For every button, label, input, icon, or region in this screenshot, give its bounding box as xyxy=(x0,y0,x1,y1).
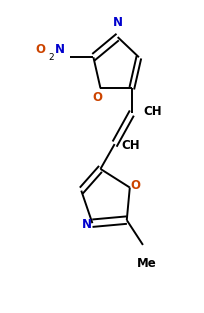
Text: 2: 2 xyxy=(48,53,53,62)
Text: N: N xyxy=(112,16,122,29)
Text: CH: CH xyxy=(142,105,161,118)
Text: O: O xyxy=(92,91,102,104)
Text: CH: CH xyxy=(121,139,140,152)
Text: N: N xyxy=(55,43,65,56)
Text: Me: Me xyxy=(136,257,156,270)
Text: N: N xyxy=(81,218,91,231)
Text: O: O xyxy=(36,43,46,56)
Text: O: O xyxy=(130,178,140,192)
